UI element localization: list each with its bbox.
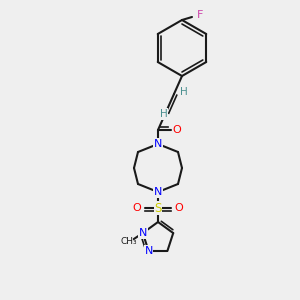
Text: N: N — [154, 139, 162, 149]
Text: CH₃: CH₃ — [121, 237, 137, 246]
Text: N: N — [144, 246, 153, 256]
Text: N: N — [154, 187, 162, 197]
Text: H: H — [160, 109, 168, 119]
Text: S: S — [154, 202, 162, 214]
Text: O: O — [133, 203, 141, 213]
Text: F: F — [197, 10, 203, 20]
Text: H: H — [180, 87, 188, 97]
Text: O: O — [172, 125, 182, 135]
Text: O: O — [175, 203, 183, 213]
Text: N: N — [139, 228, 147, 238]
